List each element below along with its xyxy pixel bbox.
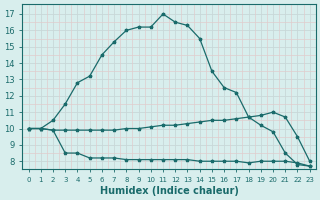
X-axis label: Humidex (Indice chaleur): Humidex (Indice chaleur) xyxy=(100,186,239,196)
